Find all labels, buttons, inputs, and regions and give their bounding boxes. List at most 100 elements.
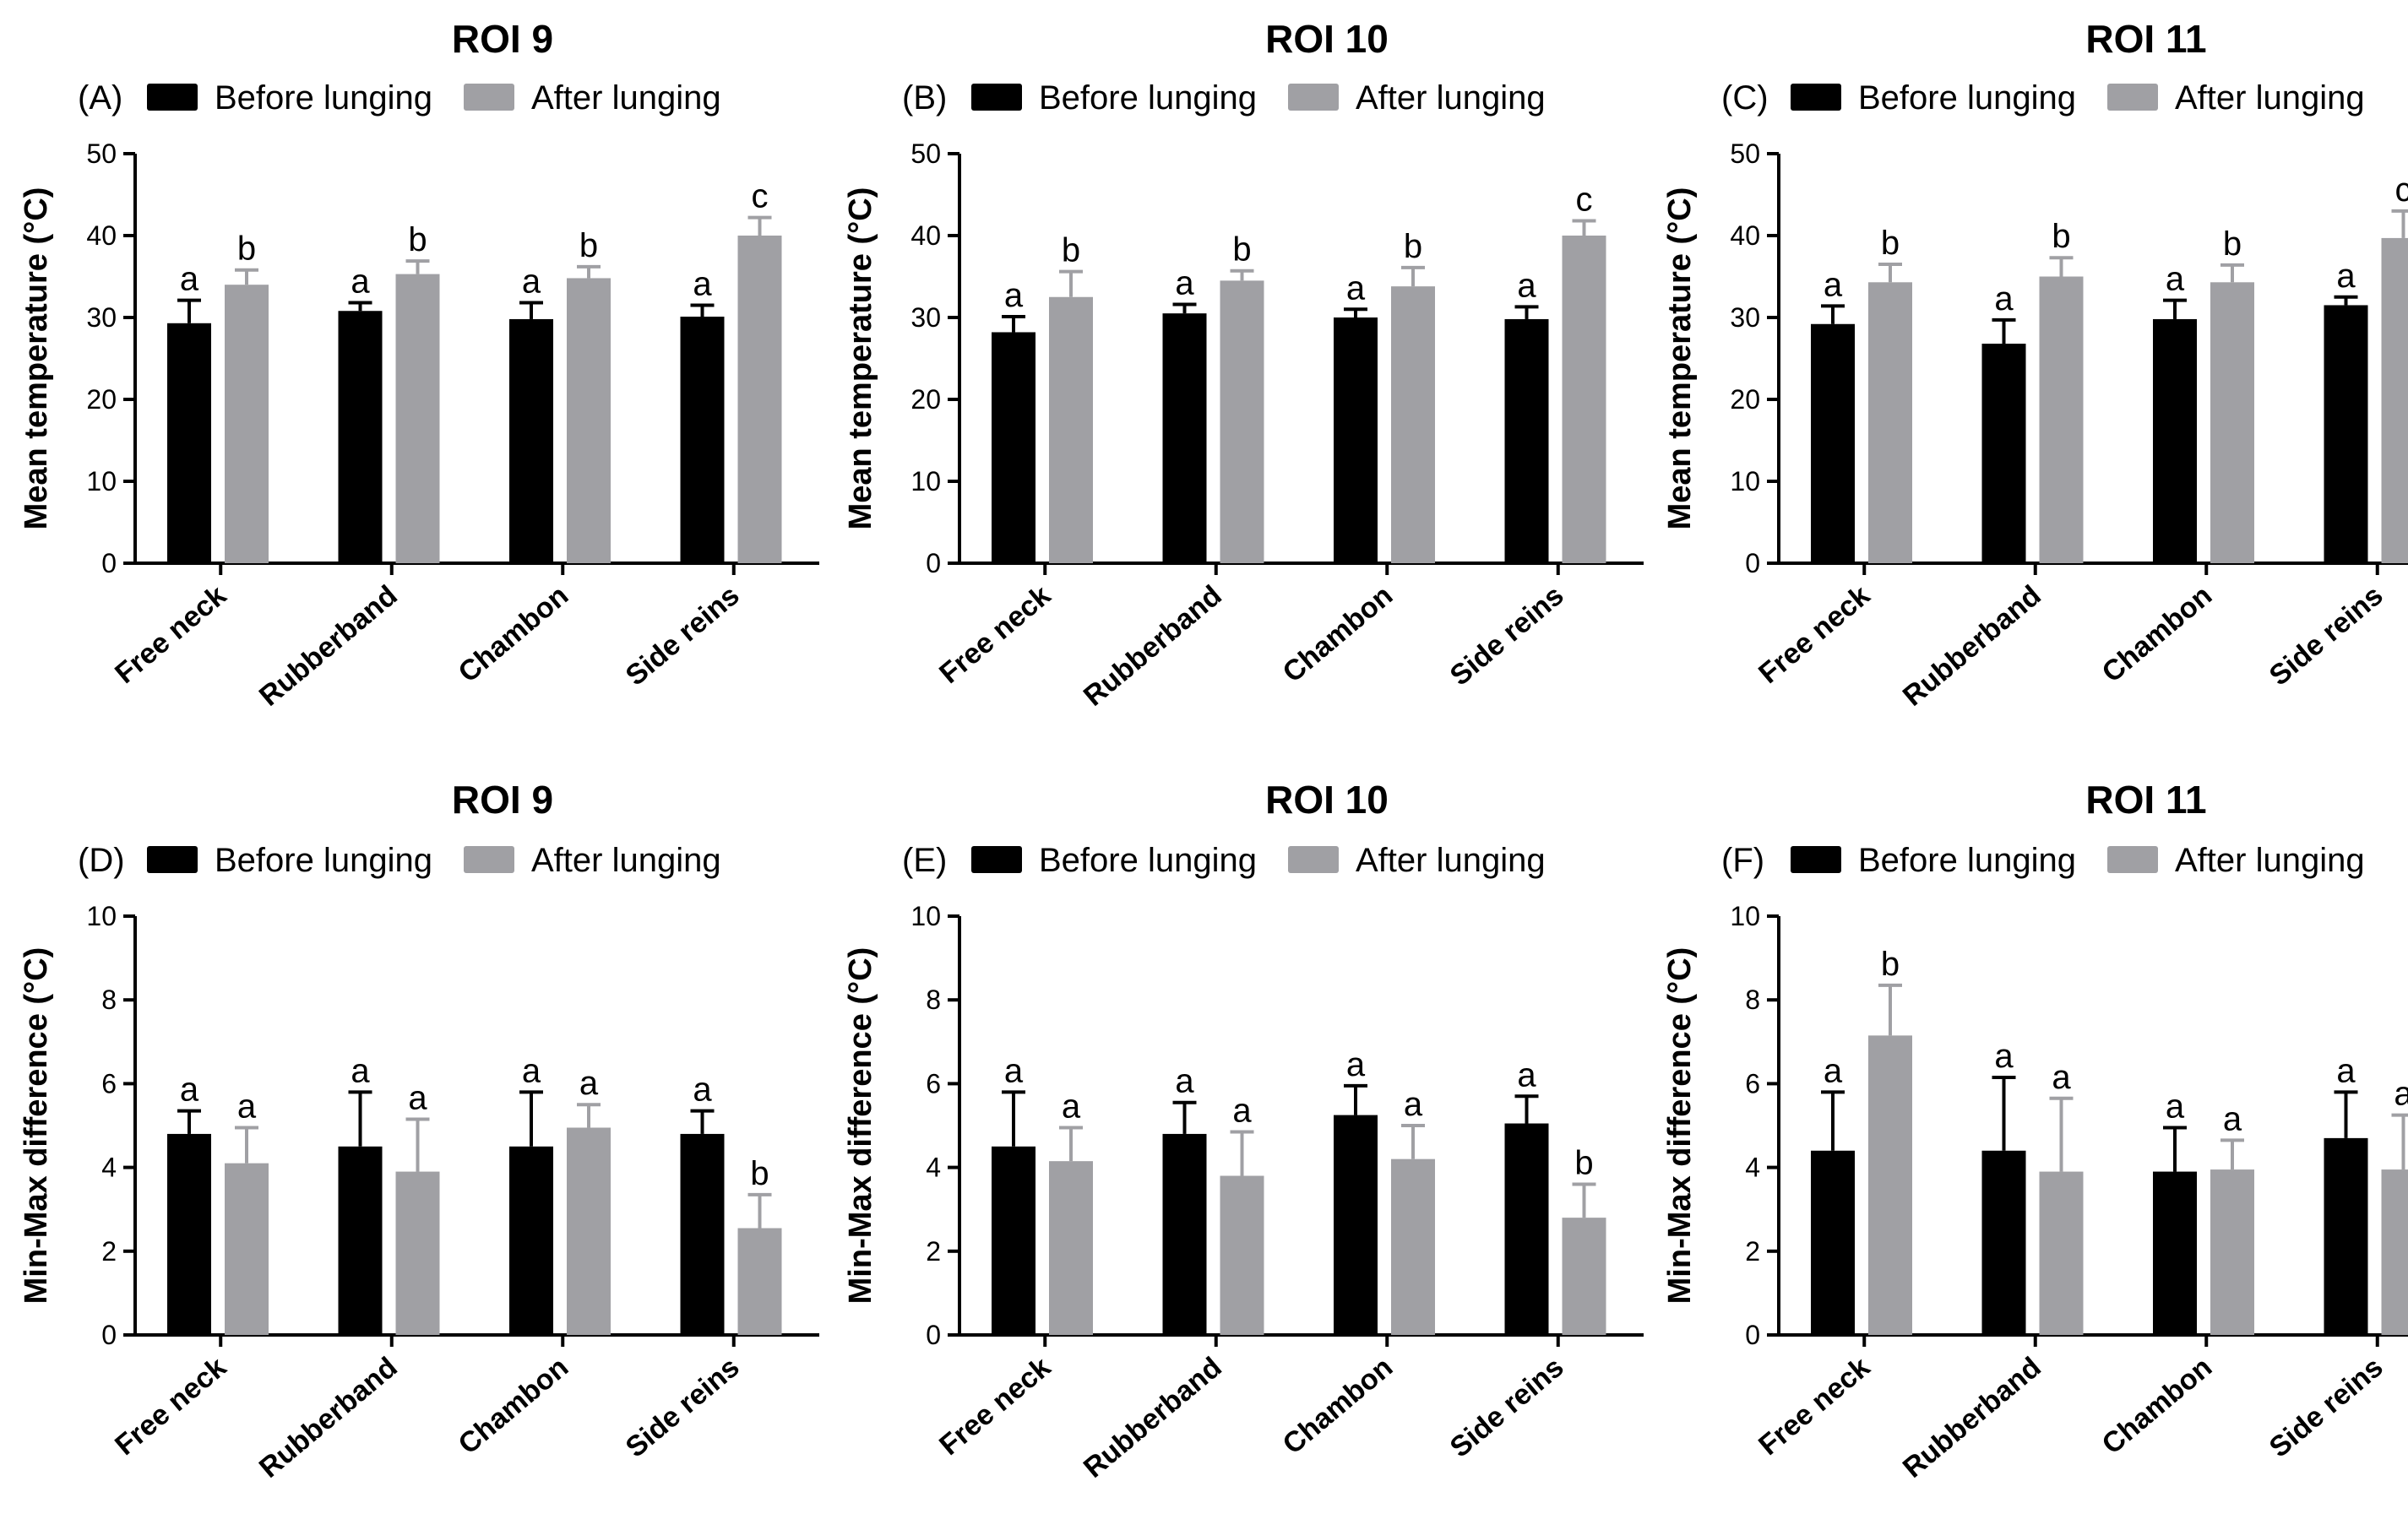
legend-swatch-after xyxy=(464,84,514,111)
bar-after xyxy=(1868,1035,1912,1335)
panel-label: (A) xyxy=(78,79,122,117)
bar-before xyxy=(509,1146,553,1335)
panel-title: ROI 10 xyxy=(1265,17,1389,61)
y-tick-label: 0 xyxy=(101,1320,117,1350)
significance-letter: c xyxy=(1576,182,1593,219)
legend-label-after: After lunging xyxy=(2175,79,2365,117)
bar-after xyxy=(2210,1169,2254,1335)
panel-title: ROI 11 xyxy=(2085,778,2206,822)
legend-swatch-after xyxy=(1288,84,1339,111)
y-tick-label: 8 xyxy=(926,985,941,1015)
bar-before xyxy=(2324,1137,2368,1335)
bar-before xyxy=(509,318,553,563)
significance-letter: a xyxy=(351,1052,370,1089)
panel-title: ROI 11 xyxy=(2085,17,2206,61)
bar-after xyxy=(1562,1218,1606,1335)
bar-before xyxy=(1811,323,1855,563)
category-label: Chambon xyxy=(453,1351,575,1461)
significance-letter: a xyxy=(1232,1092,1252,1129)
significance-letter: b xyxy=(1062,232,1080,269)
bar-after xyxy=(1220,1175,1264,1335)
y-axis-title: Min-Max difference (°C) xyxy=(843,947,878,1305)
category-label: Free neck xyxy=(933,579,1057,690)
panel-label: (D) xyxy=(78,842,125,879)
significance-letter: b xyxy=(750,1155,769,1192)
bar-before xyxy=(680,317,725,563)
legend-label-before: Before lunging xyxy=(1039,842,1257,879)
legend-swatch-before xyxy=(147,846,198,873)
significance-letter: c xyxy=(2395,171,2408,209)
bar-after xyxy=(737,1228,782,1335)
chart-panel-d: ROI 9 (D) Before lunging After lunging 0 2 4 6 8… xyxy=(19,778,819,1484)
chart-panel-c: ROI 11 (C) Before lunging After lunging 0 10 2… xyxy=(1662,17,2408,713)
bar-before xyxy=(1981,344,2026,563)
significance-letter: a xyxy=(1994,1038,2014,1075)
y-tick-label: 20 xyxy=(910,384,941,415)
category-label: Rubberband xyxy=(1897,1351,2047,1484)
significance-letter: a xyxy=(579,1065,599,1102)
significance-letter: b xyxy=(579,227,598,264)
significance-letter: a xyxy=(2394,1076,2408,1113)
legend-label-after: After lunging xyxy=(1356,842,1546,879)
bar-before xyxy=(1162,313,1207,563)
y-tick-label: 30 xyxy=(86,302,117,333)
y-tick-label: 0 xyxy=(101,548,117,578)
bar-after xyxy=(2039,1171,2084,1335)
y-tick-label: 6 xyxy=(1745,1068,1760,1099)
category-label: Side reins xyxy=(1444,1351,1570,1464)
y-tick-label: 4 xyxy=(926,1153,941,1183)
panel-label: (C) xyxy=(1721,79,1769,117)
significance-letter: a xyxy=(1004,1052,1024,1089)
bar-before xyxy=(2153,318,2197,563)
category-label: Free neck xyxy=(109,1351,232,1462)
significance-letter: a xyxy=(1346,269,1366,307)
significance-letter: a xyxy=(2336,258,2356,295)
category-label: Side reins xyxy=(2264,1351,2389,1464)
panel-label: (F) xyxy=(1721,842,1764,879)
category-label: Chambon xyxy=(2096,1351,2219,1461)
category-label: Chambon xyxy=(453,579,575,689)
significance-letter: c xyxy=(752,178,769,215)
significance-letter: a xyxy=(180,261,199,298)
category-label: Side reins xyxy=(2264,579,2389,692)
bar-before xyxy=(1334,1115,1378,1335)
significance-letter: a xyxy=(1346,1046,1366,1083)
category-label: Free neck xyxy=(1753,1351,1876,1462)
significance-letter: a xyxy=(1517,1056,1536,1093)
y-tick-label: 10 xyxy=(1730,466,1760,496)
category-label: Rubberband xyxy=(253,1351,404,1484)
y-tick-label: 40 xyxy=(86,220,117,251)
category-label: Chambon xyxy=(1277,579,1400,689)
y-tick-label: 10 xyxy=(86,466,117,496)
legend-label-after: After lunging xyxy=(531,79,721,117)
y-tick-label: 6 xyxy=(101,1068,117,1099)
bar-after xyxy=(395,1171,440,1335)
legend-swatch-before xyxy=(1791,84,1841,111)
legend-swatch-after xyxy=(1288,846,1339,873)
y-axis-title: Mean temperature (°C) xyxy=(19,187,54,530)
bar-before xyxy=(992,1146,1035,1335)
significance-letter: a xyxy=(351,263,370,301)
y-axis-title: Min-Max difference (°C) xyxy=(19,947,54,1305)
bar-after xyxy=(1562,236,1606,563)
y-tick-label: 50 xyxy=(910,138,941,169)
y-tick-label: 2 xyxy=(101,1236,117,1267)
bar-after xyxy=(567,278,611,563)
y-tick-label: 0 xyxy=(926,548,941,578)
significance-letter: a xyxy=(2223,1100,2242,1137)
significance-letter: a xyxy=(1062,1088,1081,1125)
y-tick-label: 10 xyxy=(910,901,941,931)
bar-before xyxy=(680,1133,725,1335)
panel-label: (E) xyxy=(902,842,947,879)
significance-letter: b xyxy=(237,231,256,268)
bar-before xyxy=(167,1133,211,1335)
y-tick-label: 4 xyxy=(1745,1153,1760,1183)
bar-before xyxy=(1334,317,1378,563)
significance-letter: a xyxy=(408,1080,427,1117)
category-label: Side reins xyxy=(1444,579,1570,692)
legend-label-before: Before lunging xyxy=(215,79,432,117)
y-tick-label: 0 xyxy=(1745,1320,1760,1350)
significance-letter: a xyxy=(693,1072,712,1109)
